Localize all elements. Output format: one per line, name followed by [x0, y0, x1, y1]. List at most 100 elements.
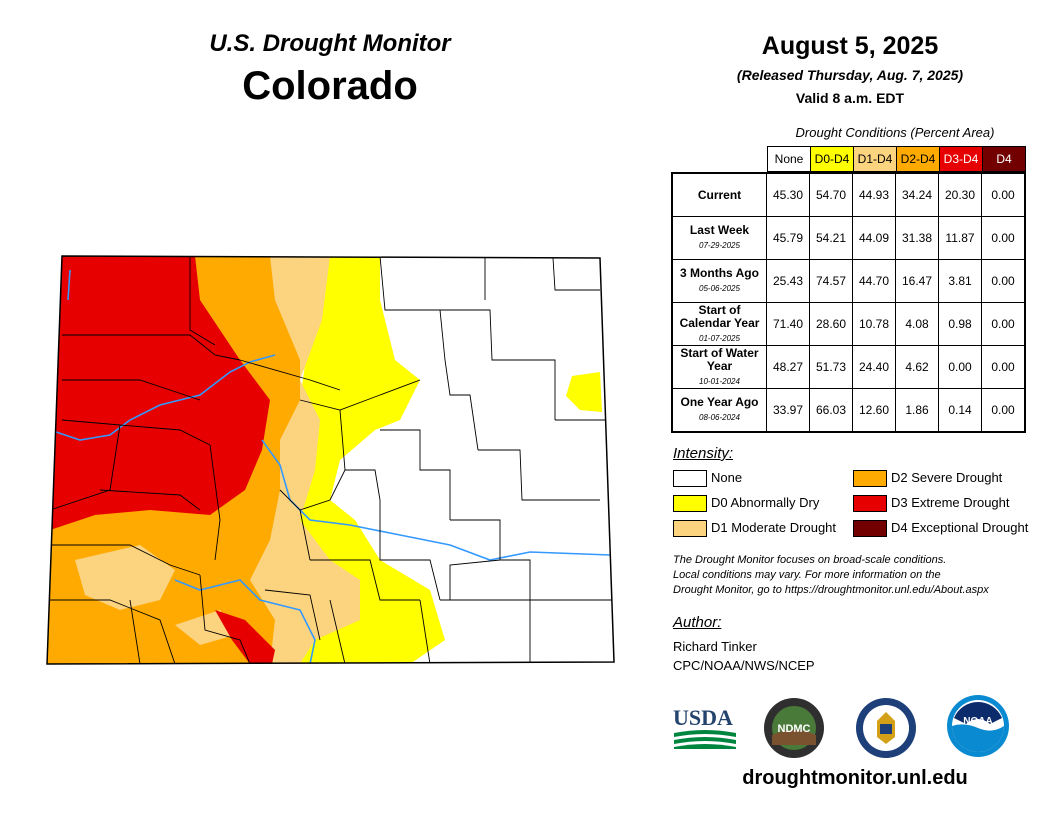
table-header: None D0-D4 D1-D4 D2-D4 D3-D4 D4 [767, 146, 1026, 172]
state-title: Colorado [242, 64, 418, 108]
row-date: 05-06-2025 [699, 284, 740, 293]
row-label: Start of Water Year [680, 345, 759, 373]
value-cell: 4.08 [895, 302, 939, 346]
note-line: Drought Monitor, go to https://droughtmo… [673, 584, 989, 596]
row-label: Current [697, 187, 742, 202]
row-label: 3 Months Ago [680, 266, 759, 280]
value-cell: 0.00 [981, 388, 1026, 433]
legend-label: D2 Severe Drought [891, 470, 1003, 485]
d0-region [566, 372, 602, 412]
disclaimer-note: The Drought Monitor focuses on broad-sca… [673, 553, 1043, 598]
table-title: Drought Conditions (Percent Area) [795, 125, 995, 140]
column-header: D1-D4 [853, 146, 897, 172]
value-cell: 11.87 [938, 216, 982, 260]
d3-region [215, 610, 275, 664]
value-cell: 0.98 [938, 302, 982, 346]
value-cell: 33.97 [766, 388, 810, 433]
legend-swatch [853, 470, 887, 487]
value-cell: 16.47 [895, 259, 939, 303]
value-cell: 45.79 [766, 216, 810, 260]
county-lines [47, 256, 612, 664]
legend-label: D1 Moderate Drought [711, 520, 837, 535]
row-label-cell: 3 Months Ago 05-06-2025 [671, 259, 767, 303]
value-cell: 24.40 [852, 345, 896, 389]
colorado-drought-map [46, 255, 615, 665]
legend-label: D3 Extreme Drought [891, 495, 1010, 510]
value-cell: 1.86 [895, 388, 939, 433]
value-cell: 28.60 [809, 302, 853, 346]
value-cell: 0.00 [981, 259, 1026, 303]
value-cell: 71.40 [766, 302, 810, 346]
d3-region [50, 256, 270, 530]
value-cell: 44.70 [852, 259, 896, 303]
column-header: D4 [982, 146, 1026, 172]
legend-swatch [673, 520, 707, 537]
drought-stats-table: Current 45.30 54.70 44.93 34.24 20.30 0.00 Last… [671, 172, 1026, 433]
legend-swatch [673, 470, 707, 487]
state-border [46, 255, 615, 665]
table-row: Current 45.30 54.70 44.93 34.24 20.30 0.00 [671, 172, 1026, 217]
colorado-river [49, 354, 276, 441]
row-label-cell: One Year Ago 08-06-2024 [671, 388, 767, 433]
author-name: Richard Tinker [673, 639, 757, 654]
legend-swatch [673, 495, 707, 512]
value-cell: 54.21 [809, 216, 853, 260]
value-cell: 0.00 [938, 345, 982, 389]
value-cell: 66.03 [809, 388, 853, 433]
table-row: Start of Calendar Year 01-07-2025 71.40 28.… [671, 302, 1026, 346]
row-label-cell: Current [671, 172, 767, 217]
ndmc-logo: NDMC [764, 698, 824, 758]
ndmc-text: NDMC [778, 723, 811, 735]
value-cell: 34.24 [895, 172, 939, 217]
note-line: The Drought Monitor focuses on broad-sca… [673, 554, 947, 566]
value-cell: 20.30 [938, 172, 982, 217]
table-row: 3 Months Ago 05-06-2025 25.43 74.57 44.70 16.… [671, 259, 1026, 303]
row-date: 07-29-2025 [699, 241, 740, 250]
usda-text: USDA [673, 705, 733, 730]
value-cell: 3.81 [938, 259, 982, 303]
row-label: One Year Ago [680, 395, 759, 409]
column-header: D3-D4 [939, 146, 983, 172]
value-cell: 0.00 [981, 172, 1026, 217]
author-title: Author: [673, 614, 722, 631]
value-cell: 0.00 [981, 216, 1026, 260]
row-date: 10-01-2024 [699, 376, 740, 386]
value-cell: 45.30 [766, 172, 810, 217]
value-cell: 12.60 [852, 388, 896, 433]
release-date: (Released Thursday, Aug. 7, 2025) [736, 67, 964, 83]
value-cell: 25.43 [766, 259, 810, 303]
value-cell: 74.57 [809, 259, 853, 303]
value-cell: 51.73 [809, 345, 853, 389]
row-date: 08-06-2024 [699, 413, 740, 422]
note-line: Local conditions may vary. For more info… [673, 569, 941, 581]
row-label-cell: Start of Water Year 10-01-2024 [671, 345, 767, 389]
table-row: One Year Ago 08-06-2024 33.97 66.03 12.60 1.8… [671, 388, 1026, 433]
table-row: Last Week 07-29-2025 45.79 54.21 44.09 31.38 1… [671, 216, 1026, 260]
column-header: None [767, 146, 811, 172]
noaa-logo: NOAA [947, 695, 1009, 757]
legend-title: Intensity: [673, 445, 734, 462]
column-header: D2-D4 [896, 146, 940, 172]
website-url[interactable]: droughtmonitor.unl.edu [742, 767, 968, 789]
brand-title: U.S. Drought Monitor [209, 30, 451, 57]
legend-label: None [711, 470, 743, 485]
d1-region [75, 545, 175, 610]
row-label-cell: Start of Calendar Year 01-07-2025 [671, 302, 767, 346]
value-cell: 4.62 [895, 345, 939, 389]
commerce-seal-logo [856, 698, 916, 758]
map-date: August 5, 2025 [761, 32, 939, 60]
value-cell: 44.09 [852, 216, 896, 260]
legend-label: D4 Exceptional Drought [891, 520, 1029, 535]
value-cell: 10.78 [852, 302, 896, 346]
row-label: Start of Calendar Year [679, 302, 760, 330]
river-segment [67, 269, 71, 301]
author-org: CPC/NOAA/NWS/NCEP [673, 658, 815, 673]
column-header: D0-D4 [810, 146, 854, 172]
row-label: Last Week [689, 223, 750, 237]
legend-swatch [853, 495, 887, 512]
author-block: Richard Tinker CPC/NOAA/NWS/NCEP [673, 637, 815, 675]
value-cell: 54.70 [809, 172, 853, 217]
legend: None D0 Abnormally Dry D1 Moderate Drought… [673, 470, 1053, 545]
value-cell: 0.14 [938, 388, 982, 433]
legend-label: D0 Abnormally Dry [711, 495, 820, 510]
